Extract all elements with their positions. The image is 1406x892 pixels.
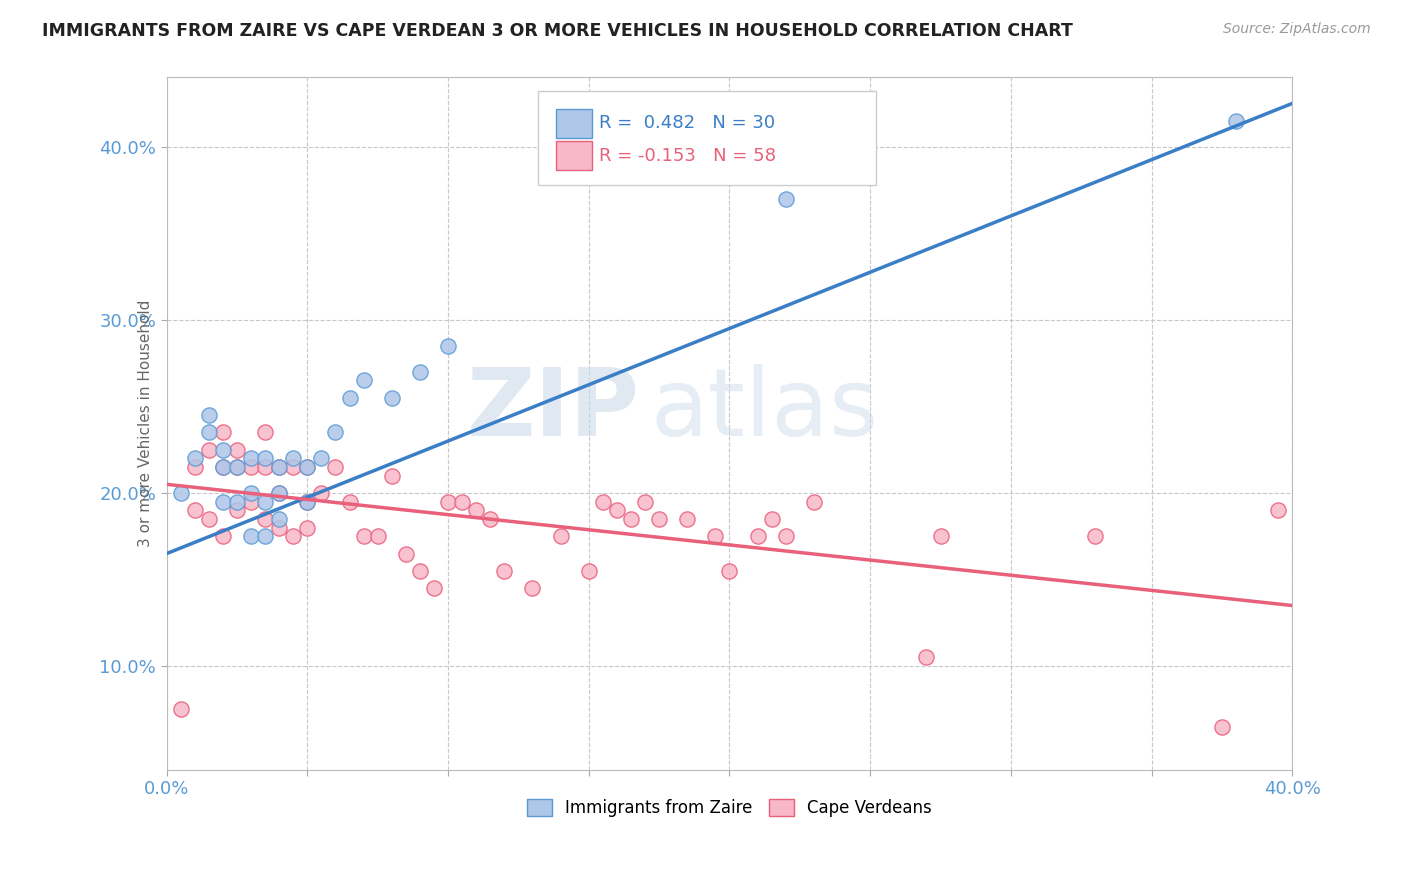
Point bbox=[395, 547, 418, 561]
Point bbox=[578, 564, 600, 578]
Point bbox=[381, 391, 404, 405]
Point bbox=[775, 529, 797, 543]
Point bbox=[592, 494, 614, 508]
Point bbox=[465, 503, 488, 517]
Point bbox=[747, 529, 769, 543]
Point bbox=[494, 564, 516, 578]
Point bbox=[522, 581, 544, 595]
Point bbox=[212, 442, 235, 457]
Point bbox=[269, 460, 291, 475]
Text: atlas: atlas bbox=[651, 364, 879, 456]
Point bbox=[170, 702, 193, 716]
FancyBboxPatch shape bbox=[538, 91, 876, 185]
Point bbox=[803, 494, 825, 508]
Point bbox=[339, 494, 361, 508]
Legend: Immigrants from Zaire, Cape Verdeans: Immigrants from Zaire, Cape Verdeans bbox=[520, 792, 939, 824]
Point bbox=[226, 494, 249, 508]
Text: Source: ZipAtlas.com: Source: ZipAtlas.com bbox=[1223, 22, 1371, 37]
Text: IMMIGRANTS FROM ZAIRE VS CAPE VERDEAN 3 OR MORE VEHICLES IN HOUSEHOLD CORRELATIO: IMMIGRANTS FROM ZAIRE VS CAPE VERDEAN 3 … bbox=[42, 22, 1073, 40]
Point bbox=[381, 468, 404, 483]
FancyBboxPatch shape bbox=[557, 109, 592, 137]
Point bbox=[325, 425, 347, 440]
Point bbox=[775, 192, 797, 206]
Point bbox=[704, 529, 727, 543]
FancyBboxPatch shape bbox=[557, 141, 592, 170]
Point bbox=[1267, 503, 1289, 517]
Point bbox=[269, 460, 291, 475]
Text: R =  0.482   N = 30: R = 0.482 N = 30 bbox=[599, 114, 775, 132]
Point bbox=[353, 373, 375, 387]
Point bbox=[451, 494, 474, 508]
Point bbox=[254, 529, 277, 543]
Point bbox=[198, 408, 221, 422]
Point bbox=[297, 494, 319, 508]
Point bbox=[606, 503, 628, 517]
Point bbox=[915, 650, 938, 665]
Point bbox=[212, 460, 235, 475]
Point bbox=[339, 391, 361, 405]
Point bbox=[212, 425, 235, 440]
Point bbox=[269, 512, 291, 526]
Point bbox=[297, 460, 319, 475]
Point bbox=[269, 486, 291, 500]
Point bbox=[1084, 529, 1107, 543]
Point bbox=[254, 451, 277, 466]
Point bbox=[311, 451, 333, 466]
Text: R = -0.153   N = 58: R = -0.153 N = 58 bbox=[599, 146, 776, 165]
Point bbox=[423, 581, 446, 595]
Point bbox=[929, 529, 952, 543]
Point bbox=[620, 512, 643, 526]
Point bbox=[198, 442, 221, 457]
Y-axis label: 3 or more Vehicles in Household: 3 or more Vehicles in Household bbox=[138, 300, 153, 548]
Point bbox=[240, 529, 263, 543]
Point bbox=[634, 494, 657, 508]
Point bbox=[367, 529, 389, 543]
Point bbox=[184, 503, 207, 517]
Point bbox=[240, 451, 263, 466]
Point bbox=[240, 494, 263, 508]
Point bbox=[226, 460, 249, 475]
Point bbox=[325, 460, 347, 475]
Point bbox=[184, 460, 207, 475]
Point bbox=[212, 494, 235, 508]
Point bbox=[269, 486, 291, 500]
Point bbox=[353, 529, 375, 543]
Point bbox=[409, 365, 432, 379]
Point bbox=[676, 512, 699, 526]
Text: ZIP: ZIP bbox=[467, 364, 640, 456]
Point bbox=[226, 460, 249, 475]
Point bbox=[226, 503, 249, 517]
Point bbox=[226, 442, 249, 457]
Point bbox=[254, 494, 277, 508]
Point bbox=[170, 486, 193, 500]
Point bbox=[198, 512, 221, 526]
Point bbox=[437, 339, 460, 353]
Point bbox=[437, 494, 460, 508]
Point bbox=[297, 520, 319, 534]
Point bbox=[409, 564, 432, 578]
Point bbox=[283, 529, 305, 543]
Point bbox=[297, 460, 319, 475]
Point bbox=[269, 520, 291, 534]
Point bbox=[184, 451, 207, 466]
Point bbox=[648, 512, 671, 526]
Point bbox=[283, 451, 305, 466]
Point bbox=[311, 486, 333, 500]
Point bbox=[240, 460, 263, 475]
Point bbox=[761, 512, 783, 526]
Point bbox=[1225, 113, 1247, 128]
Point bbox=[550, 529, 572, 543]
Point bbox=[254, 512, 277, 526]
Point bbox=[718, 564, 741, 578]
Point bbox=[198, 425, 221, 440]
Point bbox=[479, 512, 502, 526]
Point bbox=[1211, 720, 1233, 734]
Point bbox=[212, 460, 235, 475]
Point bbox=[254, 460, 277, 475]
Point bbox=[297, 494, 319, 508]
Point bbox=[240, 486, 263, 500]
Point bbox=[283, 460, 305, 475]
Point bbox=[254, 425, 277, 440]
Point bbox=[212, 529, 235, 543]
